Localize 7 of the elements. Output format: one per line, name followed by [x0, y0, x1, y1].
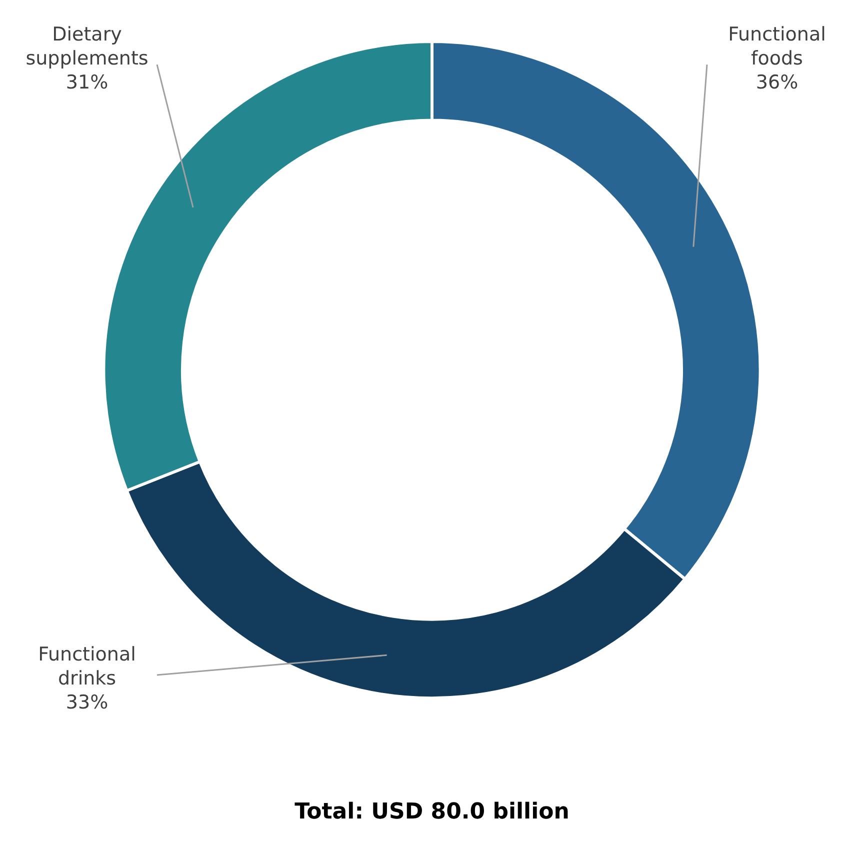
slice-label: Dietary supplements: [26, 24, 148, 70]
slice-label: Functional drinks: [38, 644, 136, 690]
slice-label: Functional foods: [728, 24, 826, 70]
data-label: 36%: [756, 72, 798, 94]
data-label: 33%: [66, 692, 108, 714]
text: Total: USD 80.0 billion: [294, 800, 570, 825]
data-label: 31%: [66, 72, 108, 94]
